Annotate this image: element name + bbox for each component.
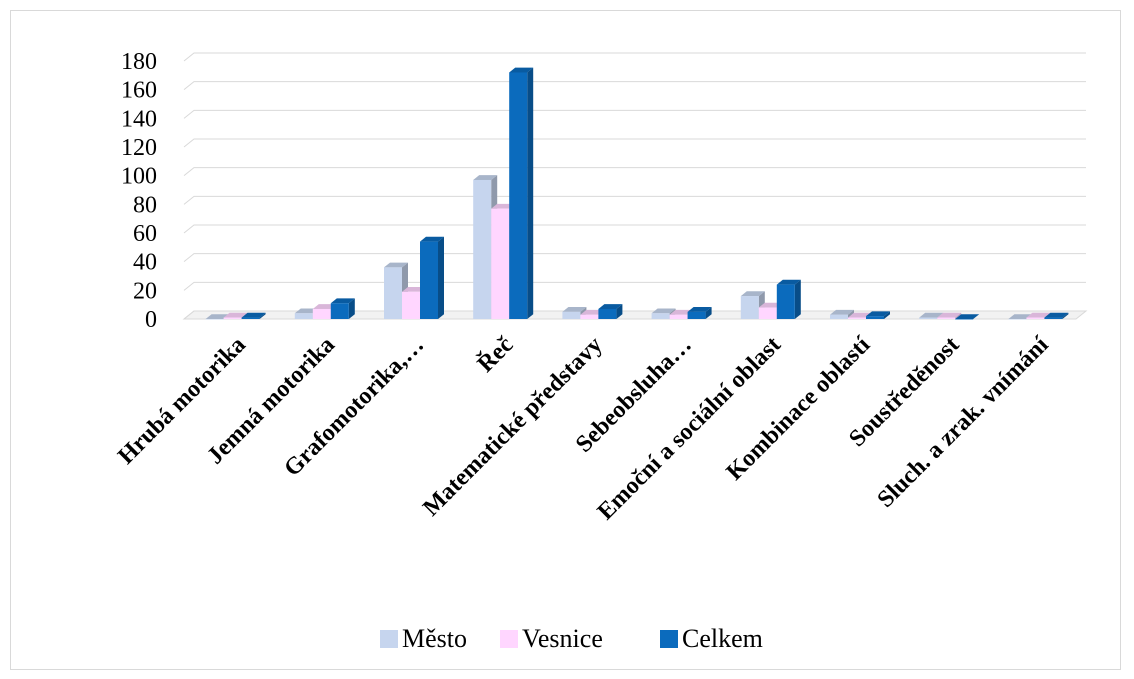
legend-item: Celkem <box>660 624 763 653</box>
y-tick-label: 0 <box>145 307 157 333</box>
y-tick-label: 20 <box>133 278 157 304</box>
bar-front <box>688 312 706 319</box>
bar-side <box>527 68 533 319</box>
legend-swatch <box>380 630 398 648</box>
bar-front <box>1008 319 1026 320</box>
bar-front <box>224 318 242 319</box>
gridline <box>184 110 1086 118</box>
gridline <box>184 282 1086 290</box>
legend-label: Vesnice <box>522 624 603 653</box>
bar-front <box>242 318 260 319</box>
y-tick-label: 140 <box>121 106 157 132</box>
legend-item: Město <box>380 624 467 653</box>
y-tick-label: 160 <box>121 78 157 104</box>
legend-item: Vesnice <box>500 624 603 653</box>
y-tick-label: 40 <box>133 250 157 276</box>
bar-front <box>919 318 937 319</box>
bar-front <box>295 313 313 319</box>
bar <box>777 280 801 319</box>
bar-front <box>384 267 402 319</box>
x-tick-label: Matematické představy <box>418 332 607 521</box>
bar-front <box>402 292 420 319</box>
bar-front <box>491 209 509 319</box>
gridline <box>184 225 1086 233</box>
x-tick-label: Sluch. a zrak. vnímání <box>873 332 1054 513</box>
bar <box>331 298 355 319</box>
bar-front <box>759 308 777 319</box>
bar-front <box>562 312 580 319</box>
bar <box>420 237 444 319</box>
gridlines <box>184 53 1086 319</box>
bar-front <box>777 285 795 319</box>
y-tick-label: 180 <box>121 49 157 75</box>
bar-front <box>866 316 884 319</box>
bar <box>509 68 533 319</box>
chart-frame: 0 20 40 60 80 100 120 140 160 180 Hrubá motorika J… <box>10 10 1121 670</box>
bar-front <box>206 319 224 320</box>
bar-front <box>331 303 349 319</box>
bar-front <box>848 318 866 319</box>
gridline <box>184 196 1086 204</box>
bar-front <box>598 309 616 319</box>
gridline <box>184 82 1086 90</box>
bar-front <box>670 315 688 319</box>
x-tick-label: Řeč <box>472 331 519 378</box>
bar-front <box>741 296 759 319</box>
gridline <box>184 168 1086 176</box>
gridline <box>184 254 1086 262</box>
gridline <box>184 53 1086 61</box>
gridline <box>184 139 1086 147</box>
legend-label: Celkem <box>682 624 763 653</box>
bar-side <box>795 280 801 319</box>
bar-front <box>580 315 598 319</box>
bar-front <box>509 72 527 319</box>
bar <box>598 304 622 319</box>
bar-front <box>1026 318 1044 319</box>
y-tick-label: 80 <box>133 192 157 218</box>
y-tick-label: 100 <box>121 164 157 190</box>
bars <box>206 68 1069 320</box>
legend-swatch <box>500 630 518 648</box>
bar-front <box>937 318 955 319</box>
legend-label: Město <box>402 624 467 653</box>
legend-swatch <box>660 630 678 648</box>
bar-side <box>438 237 444 319</box>
bar-front <box>313 309 331 319</box>
bar-front <box>1044 318 1062 319</box>
y-tick-label: 60 <box>133 221 157 247</box>
bar-front <box>420 242 438 319</box>
x-tick-label: Emoční a sociální oblast <box>593 332 786 525</box>
y-tick-label: 120 <box>121 135 157 161</box>
bar-front <box>955 319 973 320</box>
bar-front <box>652 313 670 319</box>
bar-front <box>830 315 848 319</box>
bar-front <box>473 180 491 319</box>
legend: Město Vesnice Celkem <box>380 624 763 653</box>
